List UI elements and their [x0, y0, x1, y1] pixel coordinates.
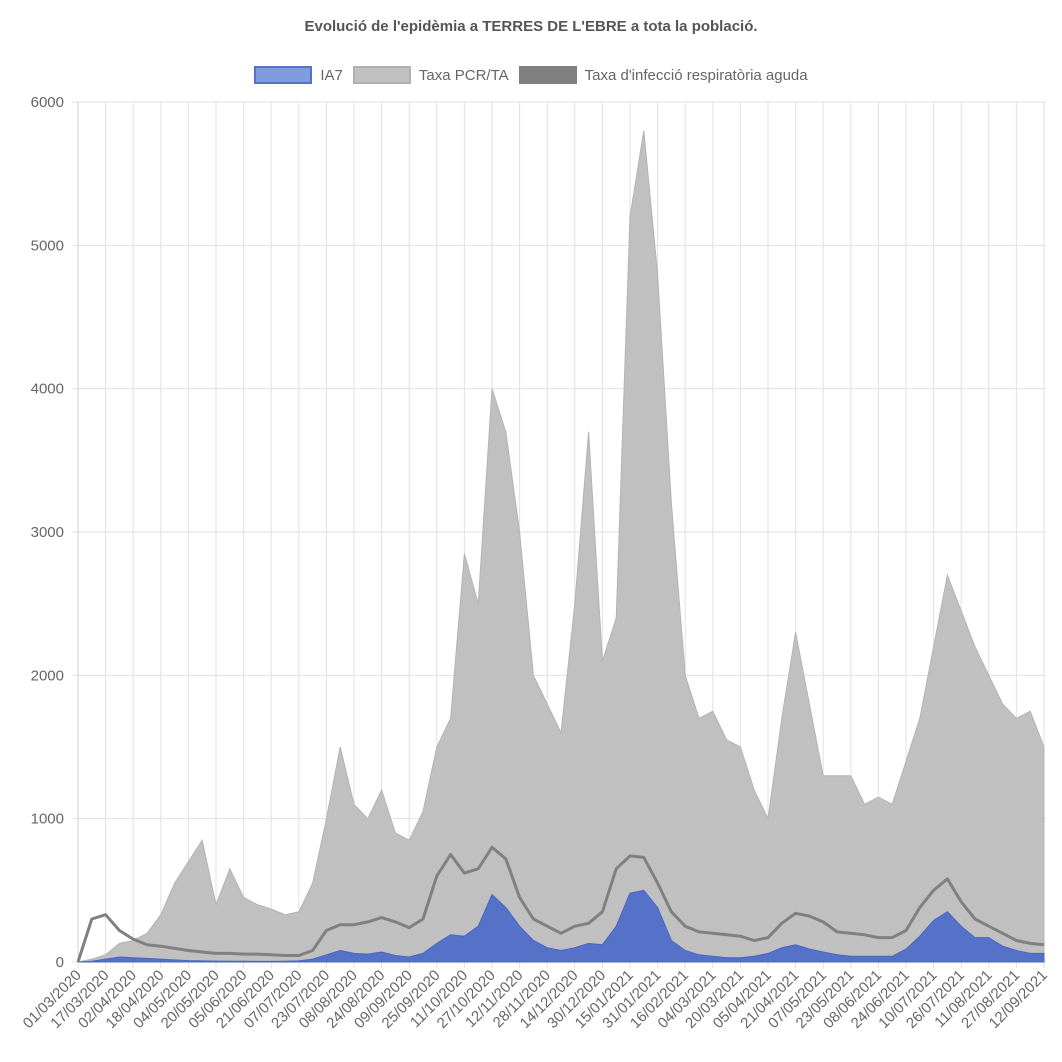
legend-label: Taxa d'infecció respiratòria aguda: [584, 66, 808, 84]
legend-item-pcr[interactable]: Taxa PCR/TA: [352, 66, 509, 84]
legend-label: Taxa PCR/TA: [418, 66, 509, 84]
series-line-respiratory: [76, 845, 1045, 963]
legend-label: IA7: [320, 66, 343, 84]
series-area-ia7: [77, 889, 1045, 963]
legend-swatch-ia7: [254, 66, 313, 84]
y-tick-label: 0: [56, 954, 64, 971]
legend-item-ia7[interactable]: IA7: [254, 66, 343, 84]
series-area-pcr: [77, 130, 1045, 963]
y-tick-label: 4000: [31, 381, 64, 398]
legend-swatch-respiratory: [518, 66, 577, 84]
legend: IA7 Taxa PCR/TA Taxa d'infecció respirat…: [0, 66, 1062, 84]
legend-item-respiratory[interactable]: Taxa d'infecció respiratòria aguda: [518, 66, 808, 84]
y-tick-label: 6000: [31, 94, 64, 111]
y-tick-label: 5000: [31, 237, 64, 254]
legend-swatch-pcr: [352, 66, 411, 84]
chart-title: Evolució de l'epidèmia a TERRES DE L'EBR…: [304, 18, 758, 35]
y-tick-label: 1000: [31, 811, 64, 828]
y-tick-label: 2000: [31, 667, 64, 684]
y-tick-label: 3000: [31, 524, 64, 541]
